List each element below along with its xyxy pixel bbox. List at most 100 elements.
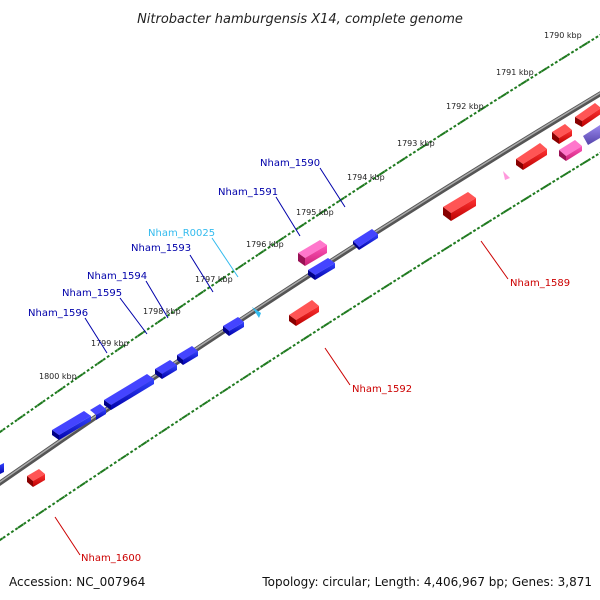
scale-tick-major <box>398 157 406 163</box>
gene-small-blue[interactable] <box>90 404 106 420</box>
scale-tick-minor <box>587 158 591 162</box>
scale-ring-outer <box>0 33 600 434</box>
scale-tick-minor <box>575 165 580 169</box>
scale-tick-minor <box>66 382 70 386</box>
scale-tick-major <box>540 67 548 73</box>
scale-tick-minor <box>364 182 368 186</box>
scale-tick-minor <box>178 417 183 421</box>
scale-tick-minor <box>388 281 393 286</box>
scale-label-1792: 1792 kbp <box>446 102 484 111</box>
gene-operon-purple[interactable] <box>583 125 600 145</box>
gene-edge-blue[interactable] <box>0 463 4 475</box>
scale-tick-minor <box>2 535 6 539</box>
scale-tick-minor <box>117 458 122 462</box>
scale-tick-minor <box>540 187 544 191</box>
scale-tick-minor <box>130 338 134 342</box>
scale-tick-minor <box>497 96 502 100</box>
gene-pseudo-rev[interactable] <box>559 140 582 161</box>
scale-tick-minor <box>408 269 413 273</box>
label-nham-1596[interactable]: Nham_1596 <box>28 308 88 319</box>
scale-tick-major <box>323 321 330 328</box>
scale-tick-minor <box>22 413 26 417</box>
scale-tick-minor <box>31 516 35 520</box>
rna-small-pink[interactable] <box>503 171 510 180</box>
scale-tick-minor <box>477 109 481 113</box>
scale-tick-minor <box>35 513 39 517</box>
scale-tick-minor <box>488 219 493 223</box>
scale-tick-major <box>16 415 24 421</box>
gene-red-b[interactable] <box>552 124 572 144</box>
scale-tick-minor <box>295 227 299 231</box>
scale-tick-minor <box>513 86 518 90</box>
scale-tick-minor <box>453 124 457 128</box>
scale-tick-minor <box>54 391 58 395</box>
scale-tick-major <box>459 118 467 124</box>
gene-nham-1590[interactable] <box>353 229 378 250</box>
scale-label-1794: 1794 kbp <box>347 173 385 182</box>
scale-tick-minor <box>316 328 321 332</box>
scale-tick-major <box>140 441 148 447</box>
gene-red-a[interactable] <box>516 143 547 170</box>
gene-nham-1600[interactable] <box>27 469 45 487</box>
scale-tick-minor <box>448 244 453 248</box>
scale-tick-minor <box>51 502 56 506</box>
gene-pseudo-1591[interactable] <box>298 240 327 266</box>
scale-tick-minor <box>416 147 421 152</box>
scale-tick-major <box>79 481 86 488</box>
scale-tick-major <box>500 92 507 98</box>
scale-tick-minor <box>6 532 10 537</box>
gene-nham-1589[interactable] <box>443 192 476 221</box>
gene-nham-1595[interactable] <box>155 360 177 379</box>
scale-tick-minor <box>311 216 316 220</box>
scale-tick-minor <box>251 369 256 374</box>
scale-tick-major <box>181 414 188 420</box>
label-nham-1595[interactable]: Nham_1595 <box>62 288 122 299</box>
scale-tick-minor <box>445 129 449 133</box>
scale-tick-minor <box>50 393 54 398</box>
scale-tick-major <box>96 359 104 365</box>
scale-tick-minor <box>303 221 308 225</box>
gene-red-c[interactable] <box>575 103 600 127</box>
scale-tick-minor <box>88 477 93 481</box>
scale-tick-minor <box>428 256 433 260</box>
gene-nham-1594[interactable] <box>177 346 198 365</box>
scale-tick-major <box>0 537 4 542</box>
scale-tick-minor <box>222 275 227 279</box>
scale-tick-minor <box>158 431 162 435</box>
scale-tick-major <box>120 454 127 460</box>
scale-tick-minor <box>591 155 595 159</box>
rna-nham-r0025[interactable] <box>252 307 261 318</box>
label-nham-r0025[interactable]: Nham_R0025 <box>148 228 215 239</box>
label-nham-1592[interactable]: Nham_1592 <box>352 384 412 395</box>
scale-tick-minor <box>239 377 244 382</box>
gene-nham-1591-fwd[interactable] <box>308 258 335 280</box>
gene-nham-1593[interactable] <box>223 317 244 336</box>
label-nham-1590[interactable]: Nham_1590 <box>260 158 320 169</box>
scale-tick-minor <box>195 407 199 411</box>
scale-label-1795: 1795 kbp <box>296 208 334 217</box>
scale-tick-minor <box>166 425 171 430</box>
scale-tick-major <box>479 105 487 111</box>
accession-text: Accession: NC_007964 <box>9 575 145 589</box>
label-nham-1589[interactable]: Nham_1589 <box>510 278 570 289</box>
label-nham-1593[interactable]: Nham_1593 <box>131 243 191 254</box>
scale-tick-major <box>137 331 144 338</box>
label-nham-1600[interactable]: Nham_1600 <box>81 553 141 564</box>
scale-tick-minor <box>6 424 10 428</box>
scale-tick-minor <box>347 192 352 196</box>
label-nham-1591[interactable]: Nham_1591 <box>218 187 278 198</box>
scale-tick-minor <box>288 346 292 350</box>
scale-tick-minor <box>256 367 260 371</box>
scale-tick-minor <box>207 399 211 403</box>
scale-tick-minor <box>287 232 291 236</box>
scale-tick-minor <box>2 427 6 431</box>
label-nham-1594[interactable]: Nham_1594 <box>87 271 147 282</box>
scale-tick-minor <box>280 351 284 355</box>
gene-nham-1592[interactable] <box>289 300 319 326</box>
scale-tick-major <box>423 258 430 264</box>
gene-nham-1596[interactable] <box>104 374 154 410</box>
gene-long-blue[interactable] <box>52 411 91 440</box>
scale-tick-minor <box>473 111 477 115</box>
scale-tick-minor <box>231 383 236 387</box>
